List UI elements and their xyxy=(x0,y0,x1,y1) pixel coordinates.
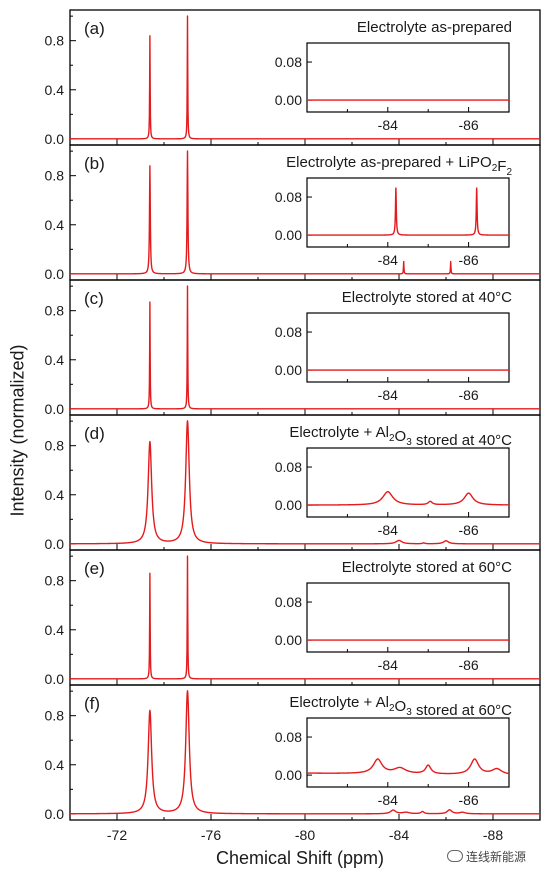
inset-y-tick-label: 0.08 xyxy=(275,54,302,70)
inset-y-tick-label: 0.08 xyxy=(275,324,302,340)
y-tick-label: 0.8 xyxy=(45,438,65,454)
x-tick-label: -72 xyxy=(107,827,127,843)
panel-title: Electrolyte stored at 60°C xyxy=(342,559,512,576)
y-tick-label: 0.0 xyxy=(45,671,65,687)
inset-y-tick-label: 0.00 xyxy=(275,497,302,513)
inset: 0.00 0.08 -84 -86 xyxy=(275,42,510,133)
inset-x-tick-label: -84 xyxy=(378,387,398,403)
inset-frame xyxy=(306,447,510,518)
wechat-icon xyxy=(447,850,463,862)
inset-frame xyxy=(306,717,510,788)
inset-y-tick-label: 0.00 xyxy=(275,632,302,648)
spectrum-line xyxy=(69,690,541,815)
inset-frame xyxy=(306,42,510,113)
inset: 0.00 0.08 -84 -86 xyxy=(275,582,510,673)
inset: 0.00 0.08 -84 -86 xyxy=(275,717,510,808)
y-tick-label: 0.4 xyxy=(45,217,65,233)
panel-label: (e) xyxy=(84,559,105,578)
inset-x-tick-label: -86 xyxy=(458,117,478,133)
panel-label: (d) xyxy=(84,424,105,443)
panel-title: Electrolyte as-prepared xyxy=(357,19,512,36)
inset-x-tick-label: -86 xyxy=(458,387,478,403)
inset-x-tick-label: -86 xyxy=(458,522,478,538)
inset-x-tick-label: -86 xyxy=(458,792,478,808)
y-tick-label: 0.8 xyxy=(45,303,65,319)
panel-label: (a) xyxy=(84,19,105,38)
watermark-text: 连线新能源 xyxy=(466,850,527,864)
y-tick-label: 0.0 xyxy=(45,131,65,147)
y-axis-title: Intensity (normalized) xyxy=(7,344,28,517)
inset-x-tick-label: -84 xyxy=(378,792,398,808)
y-tick-label: 0.4 xyxy=(45,82,65,98)
spectrum-line xyxy=(69,150,541,275)
inset-x-tick-label: -84 xyxy=(378,657,398,673)
panel-e: 0.0 0.4 0.8 (e) Electrolyte stored at 60°C 0.… xyxy=(45,549,541,687)
x-tick-label: -88 xyxy=(483,827,503,843)
panel-title: Electrolyte + Al2O3 stored at 60°C xyxy=(289,694,512,719)
inset-y-tick-label: 0.08 xyxy=(275,459,302,475)
panel-d: 0.0 0.4 0.8 (d) Electrolyte + Al2O3 stored a… xyxy=(45,414,541,552)
y-tick-label: 0.0 xyxy=(45,401,65,417)
inset-x-tick-label: -86 xyxy=(458,252,478,268)
inset-frame xyxy=(306,177,510,248)
inset-y-tick-label: 0.00 xyxy=(275,92,302,108)
spectrum-line xyxy=(69,555,541,680)
spectrum-line xyxy=(69,420,541,545)
y-tick-label: 0.4 xyxy=(45,487,65,503)
y-tick-label: 0.4 xyxy=(45,352,65,368)
panel-c: 0.0 0.4 0.8 (c) Electrolyte stored at 40°C 0.… xyxy=(45,279,541,417)
y-tick-label: 0.8 xyxy=(45,708,65,724)
inset-y-tick-label: 0.08 xyxy=(275,729,302,745)
x-tick-label: -76 xyxy=(201,827,221,843)
x-tick-label: -84 xyxy=(389,827,409,843)
inset-x-tick-label: -84 xyxy=(378,252,398,268)
watermark: 连线新能源 xyxy=(447,848,526,865)
inset-y-tick-label: 0.08 xyxy=(275,594,302,610)
inset-x-tick-label: -84 xyxy=(378,522,398,538)
spectrum-line xyxy=(69,285,541,410)
inset-x-tick-label: -84 xyxy=(378,117,398,133)
spectrum-line xyxy=(69,15,541,140)
panel-label: (b) xyxy=(84,154,105,173)
panel-title: Electrolyte as-prepared + LiPO2F2 xyxy=(286,154,512,178)
inset-frame xyxy=(306,582,510,653)
panel-label: (c) xyxy=(84,289,104,308)
x-axis-title: Chemical Shift (ppm) xyxy=(215,848,385,868)
inset-y-tick-label: 0.00 xyxy=(275,362,302,378)
y-tick-label: 0.8 xyxy=(45,168,65,184)
y-tick-label: 0.0 xyxy=(45,266,65,282)
panel-a: 0.00.40.8(a) Electrolyte as-prepared0.000… xyxy=(45,9,541,147)
panel-title: Electrolyte + Al2O3 stored at 40°C xyxy=(289,424,512,449)
inset-spectrum-line xyxy=(307,187,509,236)
panel-title: Electrolyte stored at 40°C xyxy=(342,289,512,306)
inset-y-tick-label: 0.00 xyxy=(275,227,302,243)
inset-frame xyxy=(306,312,510,383)
inset: 0.00 0.08 -84 -86 xyxy=(275,312,510,403)
y-tick-label: 0.0 xyxy=(45,806,65,822)
inset-y-tick-label: 0.08 xyxy=(275,189,302,205)
panel-label: (f) xyxy=(84,694,100,713)
panel-b: 0.0 0.4 0.8 (b) Electrolyte as-prepared + Li… xyxy=(45,144,541,282)
inset-x-tick-label: -86 xyxy=(458,657,478,673)
inset-spectrum-line xyxy=(307,758,509,775)
y-tick-label: 0.8 xyxy=(45,33,65,49)
y-tick-label: 0.4 xyxy=(45,757,65,773)
inset: 0.00 0.08 -84 -86 xyxy=(275,177,510,268)
inset-y-tick-label: 0.00 xyxy=(275,767,302,783)
y-tick-label: 0.0 xyxy=(45,536,65,552)
y-tick-label: 0.8 xyxy=(45,573,65,589)
inset: 0.00 0.08 -84 -86 xyxy=(275,447,510,538)
inset-spectrum-line xyxy=(307,491,509,506)
panel-f: 0.0 0.4 0.8 (f) Electrolyte + Al2O3 stored a… xyxy=(45,684,541,822)
x-tick-label: -80 xyxy=(295,827,315,843)
y-tick-label: 0.4 xyxy=(45,622,65,638)
